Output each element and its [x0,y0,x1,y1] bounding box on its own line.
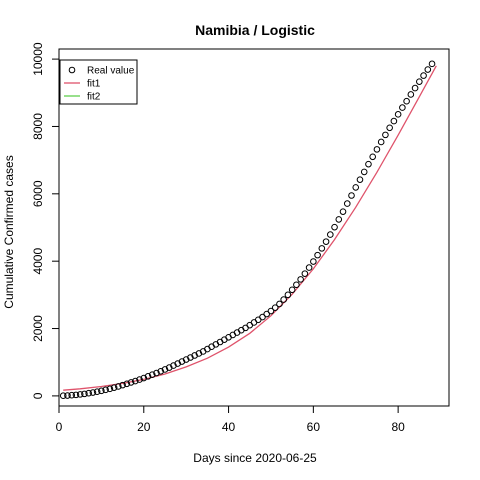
plot-frame [58,48,450,407]
data-point [310,258,317,265]
data-point [411,84,419,92]
data-point [352,184,360,191]
legend-box [59,59,138,105]
data-point [267,307,275,315]
data-point [161,366,169,373]
data-point [157,368,165,375]
data-point [288,286,296,294]
data-point [399,104,406,111]
x-tick-label: 20 [137,420,151,434]
data-point [424,66,432,73]
data-point [119,381,126,389]
data-point [106,385,114,393]
data-point [59,392,67,400]
y-tick-label: 0 [31,392,45,399]
data-point [377,138,385,146]
y-tick-label: 4000 [31,248,45,275]
chart-title: Namibia / Logistic [195,22,315,38]
data-point [394,111,402,118]
data-point [305,264,313,271]
x-tick-label: 0 [56,420,63,434]
data-point [98,387,105,395]
data-point [382,131,389,139]
x-tick-label: 80 [391,420,405,434]
legend-marker-point [68,66,76,74]
data-point [276,300,283,308]
x-tick-label: 60 [307,420,321,434]
data-point [271,304,279,311]
y-tick-label: 10000 [31,42,45,76]
data-point [72,391,80,399]
data-point [348,192,355,199]
data-point [360,168,368,176]
data-point [343,200,351,207]
data-point [314,251,321,259]
data-point [416,78,423,85]
data-point [68,391,76,399]
data-point [102,386,109,394]
data-point [127,379,135,386]
y-tick-label: 8000 [31,113,45,140]
data-point [110,384,118,391]
legend-label: fit2 [87,92,101,103]
data-point [407,91,415,98]
data-point [89,389,97,396]
data-point [76,391,84,398]
series-line-fit1 [63,65,437,391]
data-point [81,390,88,398]
data-point [144,373,152,380]
data-point [148,371,156,378]
data-point [280,296,287,303]
x-axis-label: Days since 2020-06-25 [193,451,317,465]
data-point [365,160,372,168]
x-tick-label: 40 [222,420,236,434]
data-point [64,392,71,399]
data-point [123,380,131,388]
data-point [428,60,436,68]
y-tick-label: 6000 [31,180,45,207]
data-point [322,238,330,245]
data-point [153,369,160,377]
data-point [85,389,92,397]
data-point [140,374,148,382]
data-point [115,383,122,390]
data-point [390,117,398,125]
y-axis-label: Cumulative Confirmed cases [2,155,16,308]
y-tick-label: 2000 [31,315,45,342]
data-point [327,231,334,238]
data-point [284,291,292,299]
data-point [420,72,427,79]
data-point [373,146,381,153]
data-point [335,216,343,223]
legend-label: Real value [87,66,135,77]
data-point [301,270,309,277]
data-point [297,276,304,283]
data-point [339,208,347,215]
data-point [93,388,101,395]
legend-label: fit1 [87,79,101,90]
data-point [369,153,376,161]
data-point [318,245,326,252]
data-point [403,97,410,105]
data-point [331,223,338,231]
data-point [293,281,300,289]
data-point [136,376,143,383]
data-point [356,176,364,183]
data-point [386,124,393,132]
data-point [132,377,139,385]
data-point [259,313,266,321]
data-point [263,310,271,318]
plot-layer: 0 20 40 60 80 0 2000 4000 6000 8000 10000 Real valu… [31,42,450,434]
